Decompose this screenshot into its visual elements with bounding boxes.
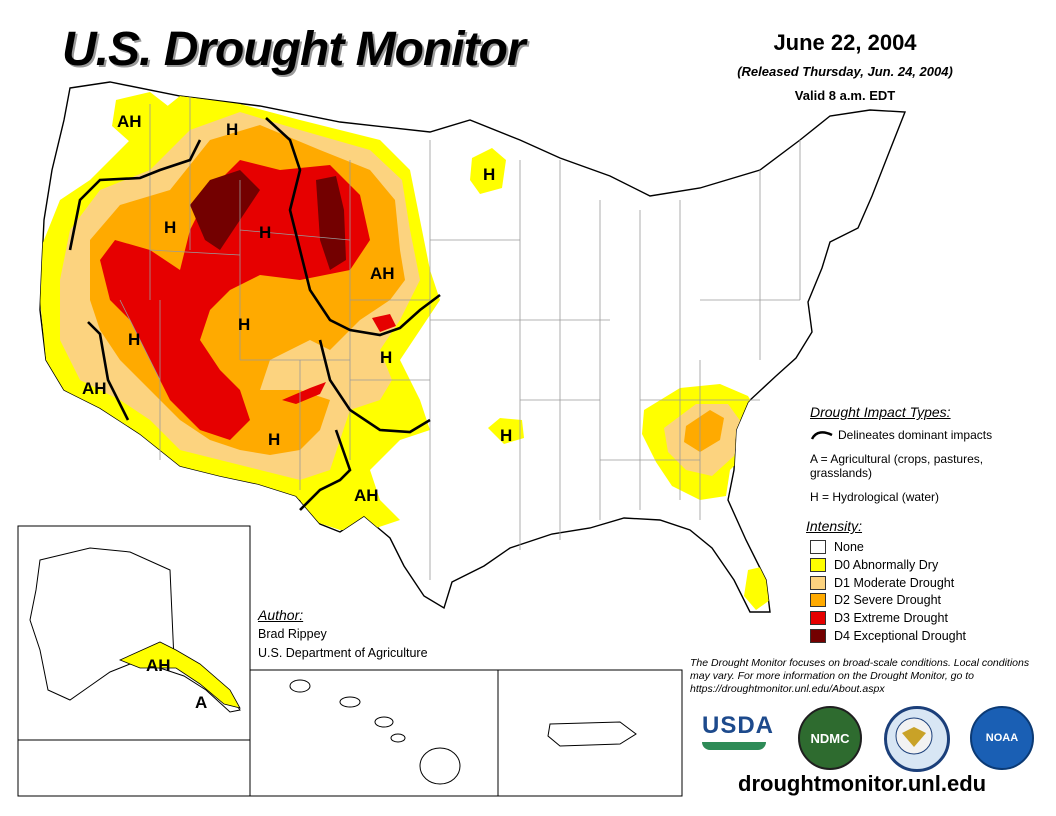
map-label: AH [354, 486, 379, 505]
intensity-swatch [810, 593, 826, 608]
page-title: U.S. Drought Monitor [62, 23, 526, 76]
impact-delineates-text: Delineates dominant impacts [838, 428, 993, 442]
intensity-label: D2 Severe Drought [834, 593, 942, 608]
map-label: AH [370, 264, 395, 283]
map-label: H [259, 223, 272, 242]
map-label: A [195, 693, 208, 712]
map-date: June 22, 2004 [773, 30, 917, 55]
intensity-label: D4 Exceptional Drought [834, 629, 967, 643]
d2-se [684, 410, 724, 452]
map-label: H [164, 218, 177, 237]
puerto-rico-land [547, 721, 637, 747]
eagle-icon [895, 717, 933, 755]
intensity-label: D1 Moderate Drought [834, 575, 955, 590]
impact-boundaries [68, 117, 441, 511]
map-label: H [268, 430, 281, 449]
intensity-legend-row: D3 Extreme Drought [810, 611, 948, 626]
intensity-swatch [810, 575, 826, 590]
d0-nw [112, 92, 168, 142]
intensity-legend-row: D4 Exceptional Drought [810, 629, 966, 643]
map-label: H [226, 120, 239, 139]
usda-logo: USDA [702, 712, 773, 760]
map-label: AH [117, 112, 142, 131]
impact-line-icon [810, 431, 833, 440]
info-note: The Drought Monitor focuses on broad-sca… [690, 657, 1030, 695]
d0-fl [744, 566, 770, 610]
doc-seal-logo [884, 706, 950, 772]
intensity-legend-title: Intensity: [806, 518, 863, 534]
impact-hydrological: H = Hydrological (water) [810, 490, 940, 504]
intensity-label: None [834, 540, 864, 554]
d4-sd [316, 176, 346, 270]
d3-nm [282, 382, 326, 404]
intensity-legend-row: D1 Moderate Drought [810, 575, 955, 590]
valid-time: Valid 8 a.m. EDT [794, 88, 896, 103]
impact-legend-title: Drought Impact Types: [810, 404, 951, 420]
d4-mt [190, 170, 260, 250]
intensity-legend-row: D0 Abnormally Dry [810, 557, 939, 572]
map-label: H [483, 165, 496, 184]
author-org: U.S. Department of Agriculture [258, 646, 428, 660]
hawaii-islands [289, 679, 461, 785]
intensity-legend-row: D2 Severe Drought [810, 593, 942, 608]
website-url[interactable]: droughtmonitor.unl.edu [738, 771, 987, 796]
intensity-legend-row: None [810, 540, 864, 554]
noaa-logo: NOAA [970, 706, 1034, 770]
intensity-swatch [810, 611, 826, 626]
ndmc-logo: NDMC [798, 706, 862, 770]
release-date: (Released Thursday, Jun. 24, 2004) [737, 64, 953, 79]
map-label: H [128, 330, 141, 349]
map-label: H [500, 426, 513, 445]
map-label: H [380, 348, 393, 367]
intensity-label: D3 Extreme Drought [834, 611, 948, 626]
map-label: AH [146, 656, 171, 675]
d0-ok [488, 418, 524, 444]
d0-mn [470, 148, 506, 194]
map-label: AH [82, 379, 107, 398]
author-name: Brad Rippey [258, 627, 327, 641]
d3-co [372, 314, 396, 332]
impact-legend-line: Delineates dominant impacts [810, 428, 992, 442]
intensity-label: D0 Abnormally Dry [834, 557, 939, 572]
intensity-swatch [810, 557, 826, 572]
map-label: H [238, 315, 251, 334]
intensity-swatch [810, 540, 826, 554]
alaska-d0 [118, 641, 241, 709]
impact-agricultural: A = Agricultural (crops, pastures, grass… [810, 452, 984, 480]
author-title: Author: [258, 607, 304, 623]
hawaii-inset [249, 669, 499, 797]
intensity-swatch [810, 629, 826, 643]
d3-west [100, 160, 370, 440]
